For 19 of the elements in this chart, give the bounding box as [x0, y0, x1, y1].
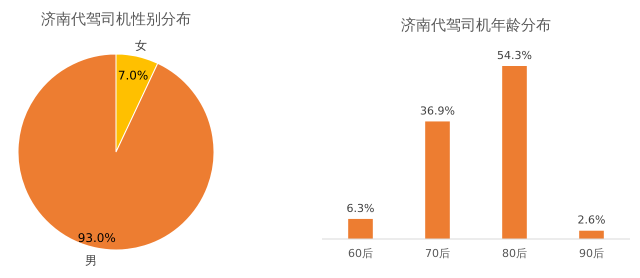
bar [579, 230, 604, 239]
bar [425, 121, 450, 239]
chart-title: 济南代驾司机性别分布 [41, 10, 191, 28]
data-label: 54.3% [497, 49, 532, 62]
bar [348, 218, 373, 239]
data-label: 93.0% [78, 231, 116, 246]
data-label: 6.3% [346, 202, 374, 215]
data-label: 36.9% [420, 104, 455, 118]
data-label: 2.6% [578, 214, 606, 227]
chart-title: 济南代驾司机年龄分布 [401, 16, 551, 34]
slice-label: 男 [85, 253, 98, 268]
bar [502, 66, 527, 239]
x-tick-label: 60后 [348, 247, 373, 260]
data-label: 7.0% [118, 68, 148, 82]
x-tick-label: 90后 [579, 247, 604, 260]
pie-slice [18, 54, 214, 250]
x-tick-label: 80后 [502, 247, 527, 260]
slice-label: 女 [134, 38, 147, 53]
x-tick-label: 70后 [425, 247, 450, 260]
